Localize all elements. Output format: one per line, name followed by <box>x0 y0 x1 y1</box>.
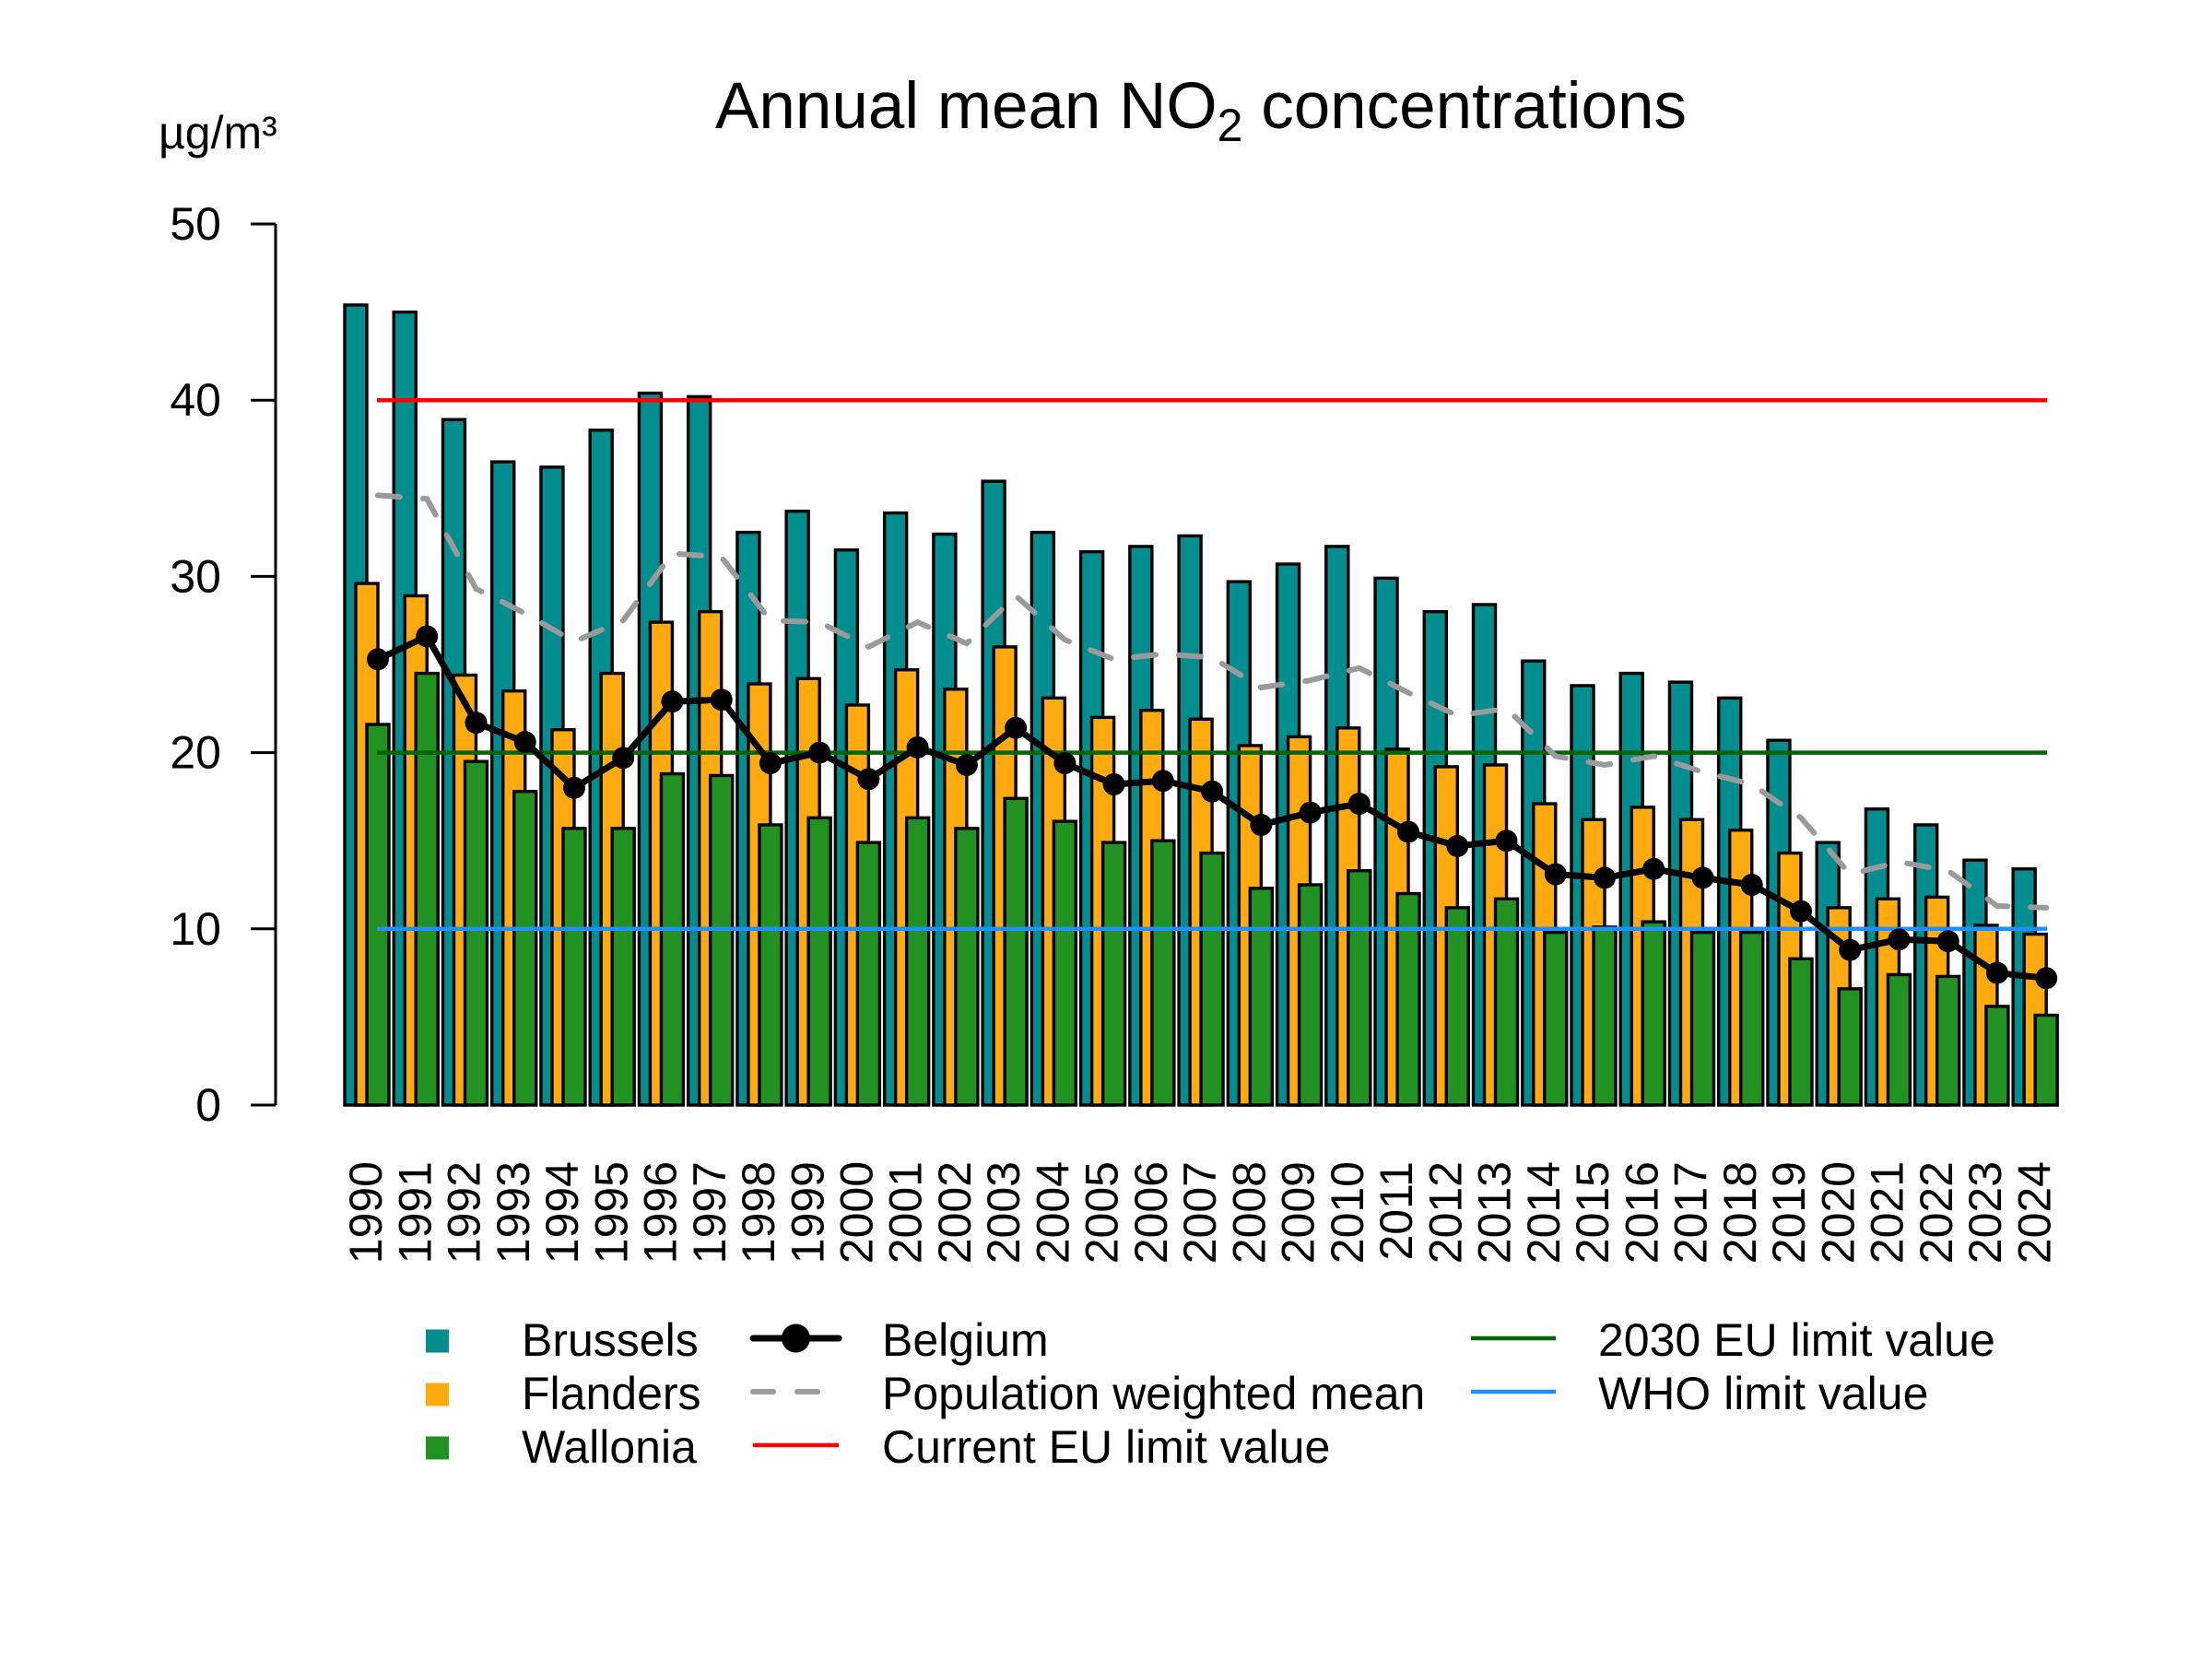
svg-text:10: 10 <box>170 903 221 955</box>
svg-text:1990: 1990 <box>340 1161 392 1264</box>
svg-text:40: 40 <box>170 374 221 426</box>
svg-text:1996: 1996 <box>635 1161 687 1264</box>
svg-text:µg/m³: µg/m³ <box>159 107 277 159</box>
svg-text:Population weighted mean: Population weighted mean <box>882 1368 1425 1419</box>
svg-text:2007: 2007 <box>1174 1161 1226 1264</box>
svg-text:1991: 1991 <box>389 1161 441 1264</box>
svg-text:20: 20 <box>170 727 221 779</box>
svg-text:2023: 2023 <box>1959 1161 2011 1264</box>
svg-text:2010: 2010 <box>1322 1161 1373 1264</box>
svg-text:1992: 1992 <box>439 1161 490 1264</box>
svg-text:50: 50 <box>170 198 221 250</box>
svg-text:2021: 2021 <box>1862 1161 1913 1264</box>
svg-text:2016: 2016 <box>1616 1161 1667 1264</box>
svg-text:2008: 2008 <box>1223 1161 1275 1264</box>
svg-text:2020: 2020 <box>1812 1161 1864 1264</box>
svg-text:2015: 2015 <box>1567 1161 1618 1264</box>
svg-text:WHO limit value: WHO limit value <box>1598 1368 1928 1419</box>
svg-text:2001: 2001 <box>880 1161 932 1264</box>
svg-text:2030 EU limit value: 2030 EU limit value <box>1598 1314 1995 1366</box>
svg-text:2002: 2002 <box>929 1161 981 1264</box>
svg-text:Flanders: Flanders <box>522 1368 701 1419</box>
svg-text:2014: 2014 <box>1518 1161 1570 1264</box>
svg-text:1995: 1995 <box>585 1161 637 1264</box>
svg-text:Current EU limit value: Current EU limit value <box>882 1421 1330 1473</box>
svg-text:1997: 1997 <box>684 1161 735 1264</box>
svg-text:2011: 2011 <box>1371 1161 1422 1261</box>
svg-text:2013: 2013 <box>1469 1161 1521 1264</box>
svg-text:2000: 2000 <box>831 1161 883 1264</box>
svg-text:Belgium: Belgium <box>882 1314 1049 1366</box>
svg-text:2006: 2006 <box>1125 1161 1177 1264</box>
svg-text:1998: 1998 <box>733 1161 784 1264</box>
svg-text:1994: 1994 <box>536 1161 588 1264</box>
svg-text:2024: 2024 <box>2008 1161 2060 1264</box>
svg-text:Wallonia: Wallonia <box>522 1421 697 1473</box>
svg-text:2018: 2018 <box>1714 1161 1766 1264</box>
svg-text:2003: 2003 <box>978 1161 1030 1264</box>
svg-text:1993: 1993 <box>488 1161 539 1264</box>
svg-text:Brussels: Brussels <box>522 1314 699 1366</box>
svg-text:2004: 2004 <box>1028 1161 1079 1264</box>
svg-text:Annual mean NO2 concentrations: Annual mean NO2 concentrations <box>715 70 1687 151</box>
svg-text:1999: 1999 <box>782 1161 833 1264</box>
svg-text:2017: 2017 <box>1665 1161 1717 1264</box>
svg-text:0: 0 <box>195 1079 221 1131</box>
svg-text:2009: 2009 <box>1273 1161 1324 1264</box>
svg-text:2012: 2012 <box>1419 1161 1471 1264</box>
svg-text:2005: 2005 <box>1077 1161 1128 1264</box>
svg-text:2019: 2019 <box>1763 1161 1815 1264</box>
svg-text:2022: 2022 <box>1911 1161 1962 1264</box>
svg-text:30: 30 <box>170 550 221 602</box>
